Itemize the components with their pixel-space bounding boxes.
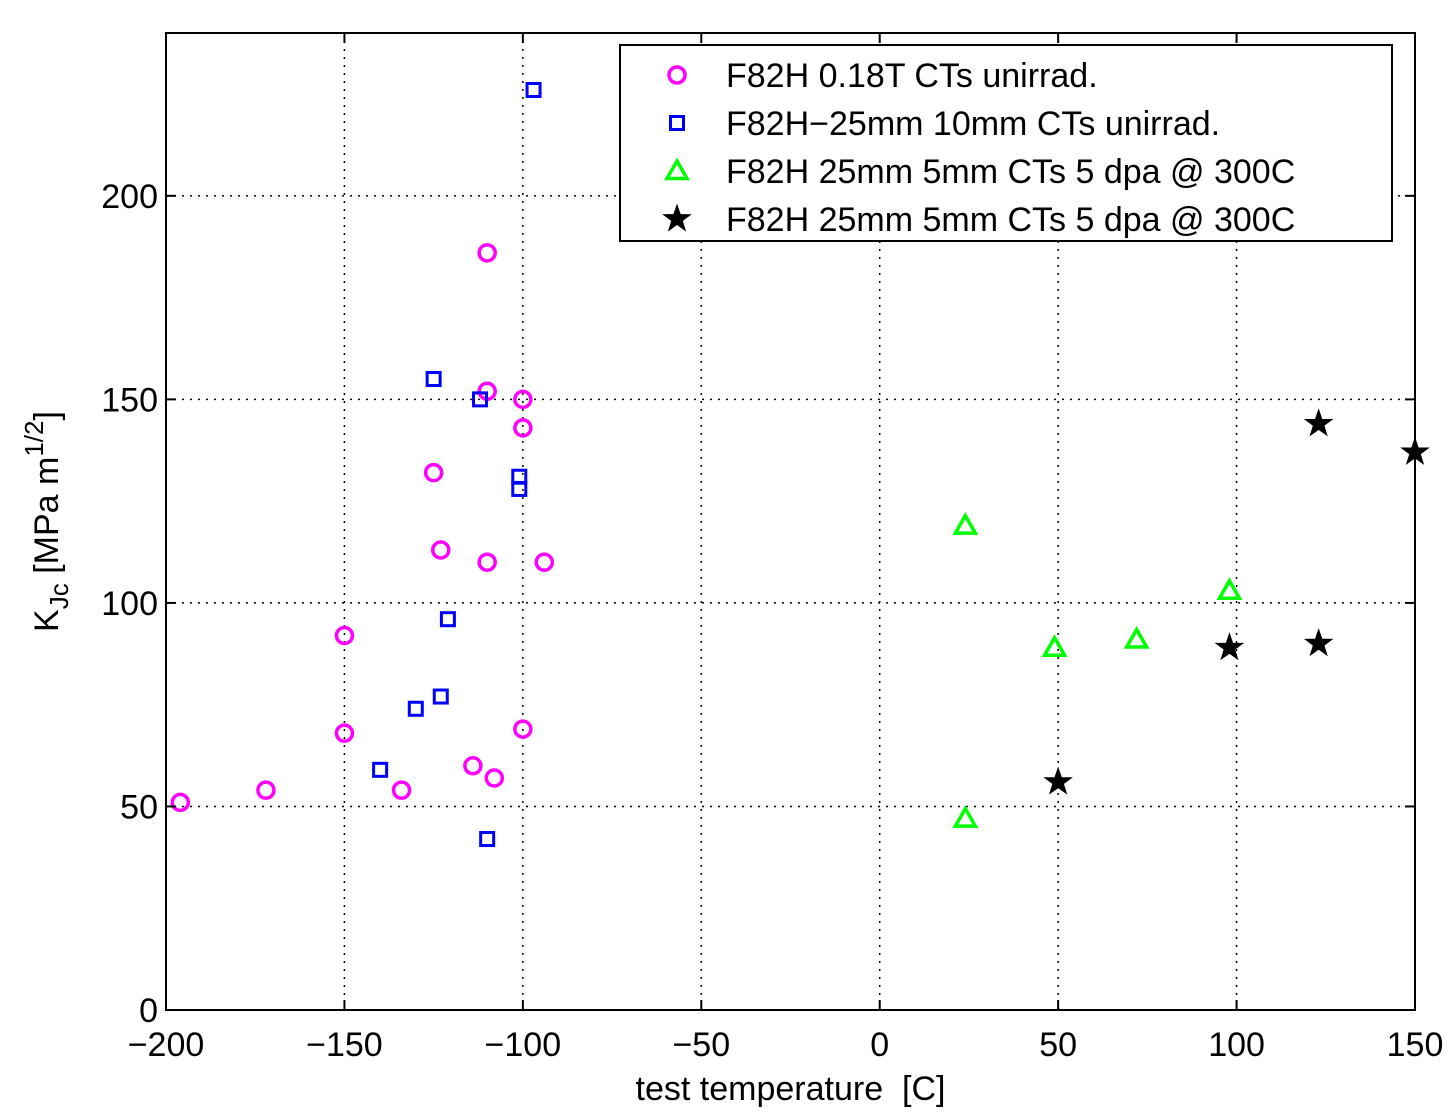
x-axis-label: test temperature [C] xyxy=(636,1070,946,1108)
series-triangle xyxy=(952,512,1243,828)
series-square xyxy=(372,81,542,848)
square-point xyxy=(472,391,489,408)
y-axis-label: KJc [MPa m1/2] xyxy=(19,411,74,632)
circle-point xyxy=(463,756,483,776)
x-tick-label: −50 xyxy=(672,1026,730,1064)
square-point xyxy=(525,81,542,98)
star-point xyxy=(1303,408,1334,437)
square-point xyxy=(372,761,389,778)
circle-point xyxy=(513,389,533,410)
triangle-point xyxy=(1216,577,1243,600)
square-point xyxy=(407,700,424,717)
y-tick-label: 150 xyxy=(101,381,158,419)
legend-square-marker xyxy=(669,115,685,131)
x-tick-label: −150 xyxy=(306,1026,383,1064)
circle-point xyxy=(170,792,191,813)
x-tick-label: −100 xyxy=(485,1026,562,1064)
square-point xyxy=(511,480,528,497)
x-tick-label: −200 xyxy=(128,1026,205,1064)
data-marks xyxy=(170,81,1430,848)
legend-triangle-marker xyxy=(663,157,691,181)
y-axis-label-subscript: Jc xyxy=(44,583,74,609)
circle-point xyxy=(423,462,444,483)
square-point xyxy=(425,371,442,388)
legend-entry: F82H 25mm 5mm CTs 5 dpa @ 300C xyxy=(662,201,1295,239)
triangle-point xyxy=(1123,626,1150,649)
legend-label: F82H 25mm 5mm CTs 5 dpa @ 300C xyxy=(726,153,1295,191)
y-tick-label: 50 xyxy=(120,788,158,826)
circle-point xyxy=(334,723,355,743)
legend-entry: F82H−25mm 10mm CTs unirrad. xyxy=(669,105,1220,143)
triangle-point xyxy=(952,512,979,535)
legend-entry: F82H 25mm 5mm CTs 5 dpa @ 300C xyxy=(663,153,1295,191)
circle-point xyxy=(484,768,505,788)
star-point xyxy=(1043,766,1073,795)
square-point xyxy=(439,611,456,628)
legend: F82H 0.18T CTs unirrad. F82H−25mm 10mm CT… xyxy=(619,44,1393,242)
y-axis-label-close: ] xyxy=(28,411,66,420)
triangle-point xyxy=(952,805,979,828)
series-circle xyxy=(170,243,555,813)
circle-point xyxy=(477,243,497,263)
y-axis-label-unit: [MPa m xyxy=(28,457,66,584)
legend-entry: F82H 0.18T CTs unirrad. xyxy=(667,57,1098,95)
y-axis-label-superscript: 1/2 xyxy=(19,421,49,457)
star-point xyxy=(1303,628,1334,657)
triangle-point xyxy=(1041,634,1068,657)
circle-point xyxy=(534,552,555,572)
legend-circle-marker xyxy=(667,65,687,85)
x-tick-label: 100 xyxy=(1208,1026,1265,1064)
circle-point xyxy=(431,540,451,560)
legend-label: F82H 25mm 5mm CTs 5 dpa @ 300C xyxy=(726,201,1295,239)
square-point xyxy=(432,688,449,705)
square-point xyxy=(479,831,496,848)
circle-point xyxy=(334,625,355,646)
y-tick-label: 200 xyxy=(101,178,158,216)
x-tick-label: 0 xyxy=(870,1026,889,1064)
circle-point xyxy=(391,780,412,800)
x-tick-label: 50 xyxy=(1039,1026,1077,1064)
star-point xyxy=(1214,632,1245,661)
legend-box xyxy=(619,44,1393,242)
plot-frame xyxy=(165,32,1416,1011)
circle-point xyxy=(513,418,533,438)
legend-label: F82H 0.18T CTs unirrad. xyxy=(726,57,1098,95)
y-tick-label: 0 xyxy=(139,992,158,1030)
y-axis-label-main: K xyxy=(28,609,66,632)
y-tick-label: 100 xyxy=(101,585,158,623)
x-tick-label: 150 xyxy=(1387,1026,1444,1064)
axis-ticks: −200 −150 −100 −50 0 50 100 150 0 50 100 150 200 xyxy=(101,33,1443,1064)
circle-point xyxy=(256,780,276,800)
circle-point xyxy=(513,719,533,739)
legend-label: F82H−25mm 10mm CTs unirrad. xyxy=(726,105,1220,143)
circle-point xyxy=(477,552,497,572)
legend-star-marker xyxy=(662,203,692,232)
